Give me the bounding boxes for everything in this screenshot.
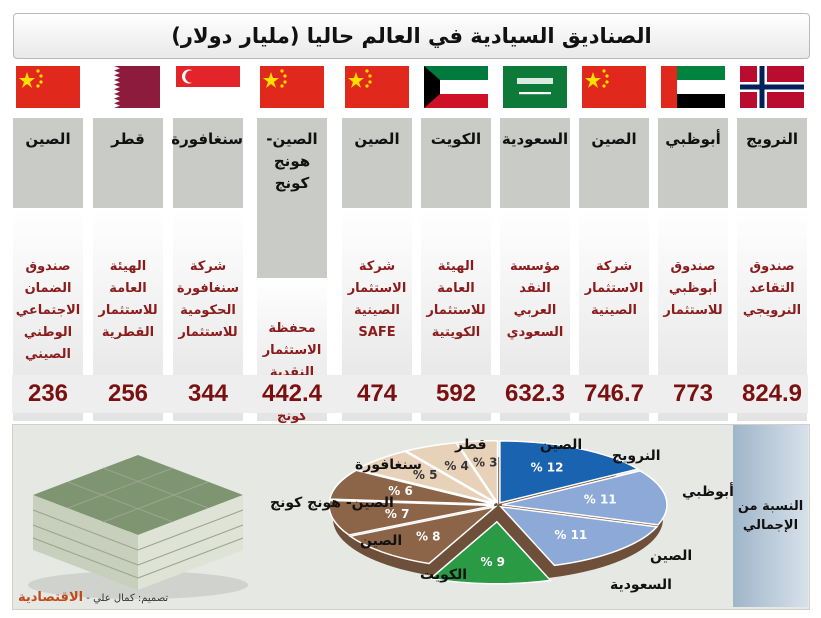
- china-flag-icon: [260, 66, 324, 108]
- pie-slice: [355, 450, 496, 505]
- pie-value-label: % 11: [554, 528, 587, 542]
- uae-flag-icon: [661, 66, 725, 108]
- pie-country-label: أبوظبي: [682, 484, 734, 500]
- pie-slice: [404, 441, 498, 504]
- china-flag-icon: [16, 66, 80, 108]
- fund-column: الصين شركة الاستثمار الصينية: [579, 64, 649, 421]
- pie-country-label: الكويت: [420, 567, 468, 583]
- fund-column: سنغافورة شركة سنغافورة الحكومية للاستثمار: [171, 64, 243, 421]
- country-name: الصين- هونج كونج: [257, 118, 327, 278]
- pie-slice: [348, 505, 498, 565]
- country-name: الصين: [579, 118, 649, 208]
- china-flag-icon: [345, 66, 409, 108]
- fund-column: الصين صندوق الضمان الاجتماعي الوطني الصين…: [13, 64, 83, 421]
- saudi-flag-icon: [503, 66, 567, 108]
- fund-column: قطر الهيئة العامة للاستثمار القطرية: [93, 64, 163, 421]
- country-name: الصين: [13, 118, 83, 208]
- fund-column: الصين- هونج كونج محفظة الاستثمار النقدية …: [257, 64, 327, 424]
- pie-value-label: % 5: [413, 468, 438, 482]
- fund-value: 592: [435, 380, 477, 407]
- pie-value-label: % 12: [531, 460, 564, 474]
- pie-chart: % 12 % 11 % 11 % 9 % 8 % 7 % 6% 5 % 4 % 3: [328, 439, 668, 585]
- fund-column: أبوظبي صندوق أبوظبي للاستثمار: [658, 64, 728, 421]
- credit: تصميم: كمال علي - الاقتصادية: [18, 590, 168, 605]
- pie-value-label: % 8: [416, 529, 441, 543]
- pie-country-label: الصين: [650, 548, 693, 564]
- fund-value: 824.9: [741, 380, 803, 407]
- brand-logo: الاقتصادية: [18, 590, 84, 605]
- fund-column: الصين شركة الاستثمار الصينية SAFE: [342, 64, 412, 421]
- pie-value-label: % 3: [473, 456, 498, 470]
- pie-value-label: % 4: [444, 459, 469, 473]
- pie-country-label: السعودية: [610, 577, 672, 593]
- fund-value: 474: [356, 380, 398, 407]
- country-name: النرويج: [737, 118, 807, 208]
- pie-slice: [498, 505, 659, 567]
- country-name: قطر: [93, 118, 163, 208]
- credit-text: تصميم: كمال علي -: [86, 593, 169, 604]
- pie-value-label: % 9: [480, 555, 505, 569]
- fund-column: النرويج صندوق التقاعد النرويجي: [737, 64, 807, 421]
- pie-country-label: النرويج: [612, 448, 661, 464]
- money-stack-image: [28, 455, 248, 599]
- pie-slice: [328, 469, 495, 505]
- values-band: [12, 375, 808, 413]
- fund-value: 773: [672, 380, 714, 407]
- pie-country-label: الصين: [540, 437, 583, 453]
- fund-column: الكويت الهيئة العامة للاستثمار الكويتية: [421, 64, 491, 421]
- country-name: الكويت: [421, 118, 491, 208]
- country-name: السعودية: [500, 118, 570, 208]
- page-title: الصناديق السيادية في العالم حاليا (مليار…: [13, 13, 810, 59]
- qatar-flag-icon: [96, 66, 160, 108]
- pie-value-label: % 11: [584, 493, 617, 507]
- pie-value-label: % 7: [385, 507, 410, 521]
- country-name: سنغافورة: [171, 118, 243, 208]
- pie-slice: [328, 499, 495, 536]
- singapore-flag-icon: [176, 66, 240, 108]
- pie-country-label: الصين: [360, 533, 403, 549]
- fund-value: 256: [107, 380, 149, 407]
- pie-slice: [499, 440, 641, 504]
- fund-value: 442.4: [261, 380, 323, 407]
- country-name: الصين: [342, 118, 412, 208]
- pie-country-label: سنغافورة: [355, 457, 422, 473]
- fund-column: السعودية مؤسسة النقد العربي السعودي: [500, 64, 570, 421]
- fund-value: 236: [27, 380, 69, 407]
- fund-value: 632.3: [504, 380, 566, 407]
- country-name: أبوظبي: [658, 118, 728, 208]
- china-flag-icon: [582, 66, 646, 108]
- pie-country-label: قطر: [455, 437, 487, 453]
- pie-slice: [428, 520, 552, 585]
- fund-value: 746.7: [583, 380, 645, 407]
- pie-value-label: % 6: [388, 484, 413, 498]
- pie-slice: [455, 439, 499, 506]
- pie-country-label: الصين- هونج كونج: [270, 495, 394, 511]
- norway-flag-icon: [740, 66, 804, 108]
- fund-value: 344: [187, 380, 229, 407]
- bottom-panel: % 12 % 11 % 11 % 9 % 8 % 7 % 6% 5 % 4 % 3: [12, 424, 810, 610]
- kuwait-flag-icon: [424, 66, 488, 108]
- pie-slice: [501, 469, 668, 526]
- share-label: النسبة من الإجمالي: [733, 425, 808, 607]
